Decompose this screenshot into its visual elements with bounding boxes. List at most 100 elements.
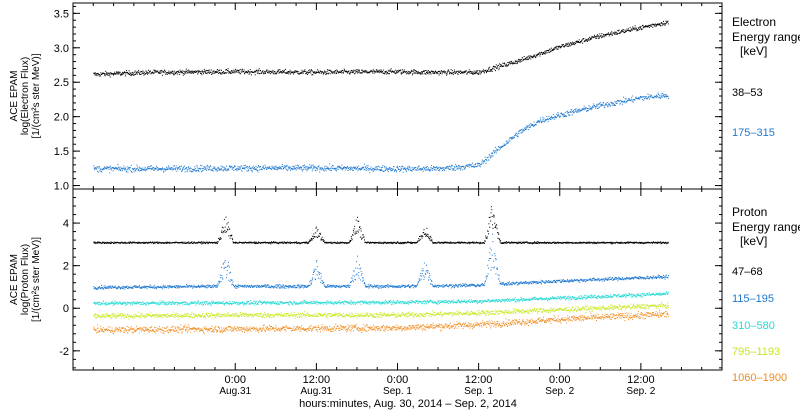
data-point: [613, 32, 615, 34]
data-point: [585, 38, 587, 40]
data-point: [604, 34, 606, 36]
data-point: [286, 165, 288, 167]
data-point: [358, 70, 360, 72]
data-point: [447, 241, 449, 243]
data-point: [235, 169, 237, 171]
data-point: [419, 72, 421, 73]
data-point: [619, 103, 621, 105]
data-point: [380, 69, 382, 71]
y-axis-label: ACE EPAM: [9, 254, 20, 305]
data-point: [287, 168, 289, 170]
data-point: [336, 243, 338, 244]
data-point: [368, 72, 370, 74]
data-point: [467, 165, 469, 167]
data-point: [437, 73, 439, 75]
data-point: [451, 72, 453, 74]
data-point: [396, 72, 398, 74]
data-point: [324, 168, 326, 170]
data-point: [266, 286, 268, 288]
data-point: [665, 23, 666, 25]
data-point: [491, 216, 493, 217]
data-point: [560, 242, 562, 244]
data-point: [567, 112, 569, 114]
data-point: [225, 69, 227, 71]
data-point: [565, 45, 567, 47]
data-point: [433, 168, 435, 170]
data-point: [325, 73, 327, 75]
data-point: [517, 60, 519, 62]
data-point: [163, 71, 165, 73]
data-point: [260, 166, 261, 167]
data-point: [204, 168, 206, 170]
data-point: [366, 71, 368, 73]
data-point: [655, 25, 657, 27]
data-point: [298, 242, 300, 243]
data-point: [569, 115, 571, 116]
data-point: [593, 241, 595, 243]
data-point: [533, 242, 535, 244]
data-point: [99, 166, 100, 168]
data-point: [499, 64, 501, 66]
data-point: [330, 241, 332, 243]
data-point: [250, 71, 252, 73]
data-point: [431, 168, 433, 170]
data-point: [253, 165, 255, 167]
data-point: [175, 73, 177, 75]
data-point: [400, 242, 402, 244]
data-point: [315, 71, 317, 73]
data-point: [180, 166, 182, 168]
data-point: [244, 72, 246, 74]
data-point: [460, 166, 462, 168]
data-point: [307, 72, 309, 74]
data-point: [274, 286, 276, 288]
data-point: [359, 169, 361, 171]
data-point: [185, 286, 187, 288]
data-point: [510, 242, 512, 244]
data-point: [532, 243, 533, 245]
data-point: [164, 168, 166, 170]
data-point: [335, 167, 337, 169]
data-point: [277, 242, 279, 244]
data-point: [502, 66, 503, 68]
data-point: [285, 287, 287, 289]
data-point: [537, 241, 539, 243]
data-point: [309, 70, 311, 72]
data-point: [526, 59, 528, 61]
data-point: [389, 167, 391, 169]
data-point: [198, 284, 199, 286]
data-point: [128, 166, 130, 168]
data-point: [644, 97, 646, 99]
data-point: [121, 168, 123, 170]
data-point: [541, 120, 543, 122]
data-point: [283, 165, 285, 167]
data-point: [550, 117, 551, 119]
data-point: [150, 287, 151, 289]
data-point: [318, 165, 320, 167]
data-point: [157, 70, 159, 72]
data-point: [250, 169, 252, 171]
data-point: [189, 167, 191, 169]
data-point: [502, 62, 504, 64]
data-point: [159, 286, 161, 288]
data-point: [234, 286, 236, 288]
data-point: [543, 53, 545, 55]
data-point: [640, 29, 642, 31]
data-point: [395, 69, 397, 71]
legend-title: [keV]: [740, 44, 767, 58]
data-point: [130, 164, 132, 166]
data-point: [572, 41, 574, 43]
data-point: [134, 167, 136, 169]
data-point: [663, 20, 664, 22]
data-point: [614, 105, 616, 106]
data-point: [284, 72, 286, 74]
data-point: [139, 74, 141, 75]
data-point: [322, 168, 324, 170]
data-point: [635, 241, 637, 243]
data-point: [438, 241, 440, 243]
data-point: [208, 166, 210, 168]
data-point: [231, 72, 233, 74]
data-point: [168, 165, 169, 167]
data-point: [127, 171, 129, 173]
data-point: [232, 239, 234, 241]
data-point: [504, 62, 505, 64]
